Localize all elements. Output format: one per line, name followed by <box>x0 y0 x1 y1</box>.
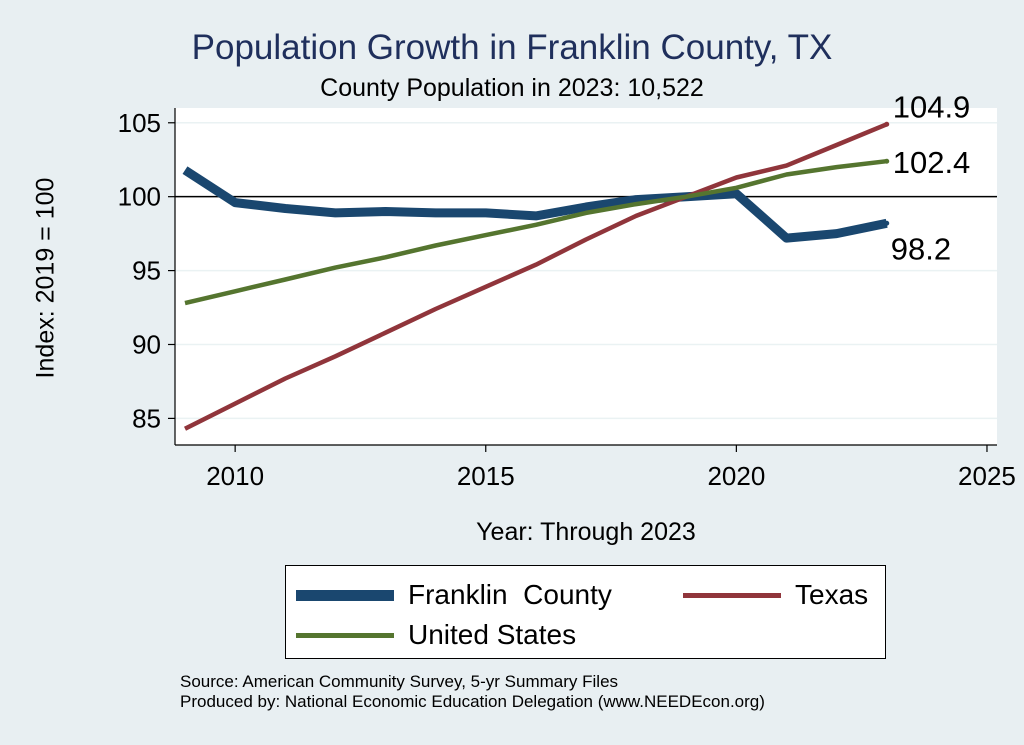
legend-item-texas: Texas <box>683 579 868 611</box>
legend-item-us: United States <box>296 619 576 651</box>
y-tick-label: 95 <box>132 256 161 286</box>
series-line-texas <box>183 122 888 431</box>
legend: Franklin County Texas United States <box>285 565 886 659</box>
legend-label-us: United States <box>408 619 577 650</box>
chart-subtitle: County Population in 2023: 10,522 <box>320 74 704 102</box>
x-tick-label: 2025 <box>958 461 1016 491</box>
x-tick-label: 2010 <box>206 461 264 491</box>
end-label-texas: 104.9 <box>893 89 971 124</box>
legend-swatch-us <box>296 632 394 638</box>
legend-swatch-franklin <box>296 589 394 601</box>
end-point-texas <box>884 121 890 127</box>
legend-label-texas: Texas <box>795 579 869 610</box>
series-line-franklin-county <box>182 166 888 243</box>
legend-item-franklin: Franklin County <box>296 579 612 611</box>
y-tick-label: 85 <box>132 403 161 433</box>
series-line-united-states <box>184 158 887 306</box>
end-point-united-states <box>884 158 890 164</box>
x-tick-label: 2020 <box>707 461 765 491</box>
source-line: Source: American Community Survey, 5-yr … <box>180 672 619 691</box>
produced-by-line: Produced by: National Economic Education… <box>180 692 765 711</box>
end-label-franklin-county: 98.2 <box>891 231 951 266</box>
x-tick-label: 2015 <box>457 461 515 491</box>
y-tick-label: 90 <box>132 329 161 359</box>
source-note: Source: American Community Survey, 5-yr … <box>180 672 765 712</box>
end-point-franklin-county <box>884 220 890 226</box>
end-label-united-states: 102.4 <box>893 145 971 180</box>
legend-label-franklin: Franklin County <box>408 579 612 610</box>
chart-title: Population Growth in Franklin County, TX <box>191 28 833 67</box>
y-tick-label: 100 <box>118 182 161 212</box>
y-tick-label: 105 <box>118 108 161 138</box>
x-axis-label: Year: Through 2023 <box>476 518 696 546</box>
legend-swatch-texas <box>683 592 781 598</box>
y-axis-label: Index: 2019 = 100 <box>31 177 60 379</box>
